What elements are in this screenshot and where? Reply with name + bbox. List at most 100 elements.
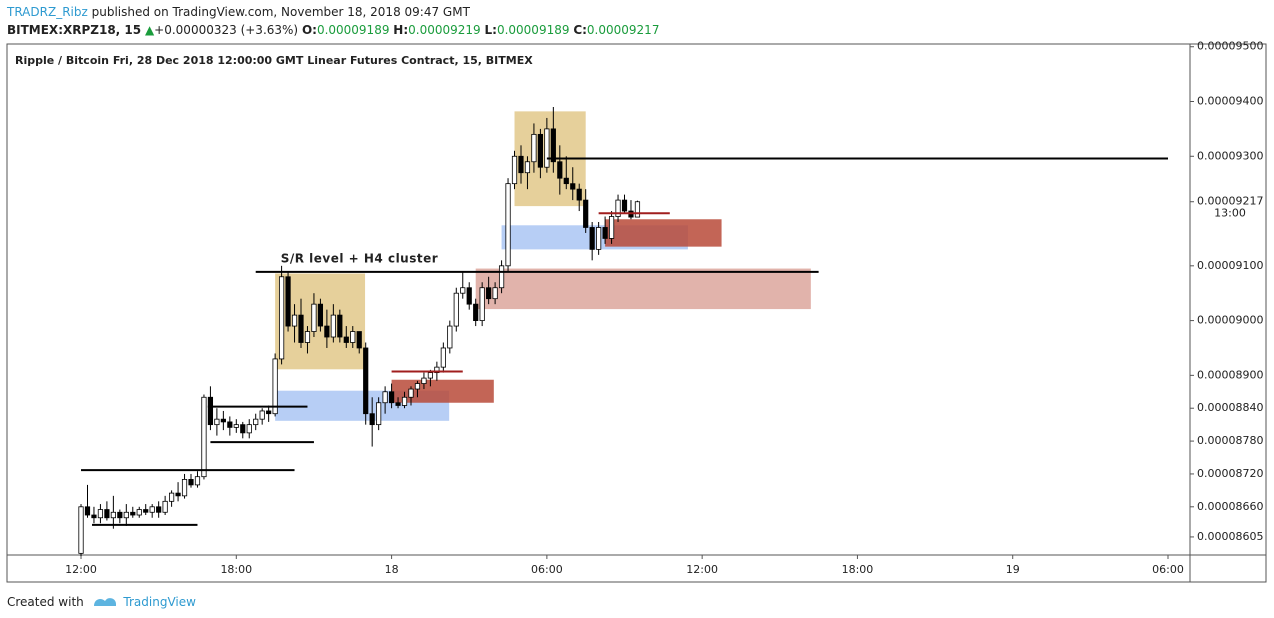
candle-body <box>266 410 272 415</box>
y-tick-label: 0.00009100 <box>1197 259 1263 272</box>
candle-body <box>259 410 265 420</box>
candle-body <box>291 314 298 327</box>
candle-body <box>227 421 233 428</box>
last-price-label: 0.00009217 <box>1197 195 1263 208</box>
candle-body <box>382 391 388 404</box>
candle-body <box>427 372 434 379</box>
candle-body <box>434 366 440 374</box>
candle-body <box>505 183 511 267</box>
candle-body <box>498 265 505 289</box>
candle-body <box>130 511 136 516</box>
candle-body <box>169 492 175 502</box>
change: +0.00000323 (+3.63%) <box>154 23 299 37</box>
candle-body <box>188 479 194 486</box>
candle-body <box>466 287 472 305</box>
x-tick-label: 12:00 <box>65 563 97 576</box>
candle-body <box>91 514 97 519</box>
candle-body <box>253 418 259 426</box>
footer: Created with TradingView <box>7 592 196 609</box>
candle-body <box>337 314 343 338</box>
candle-body <box>201 396 207 478</box>
header: TRADRZ_Ribz published on TradingView.com… <box>7 3 659 39</box>
candle-body <box>408 388 414 398</box>
candle-body <box>311 303 317 332</box>
candle-body <box>596 227 602 250</box>
candle-body <box>486 287 492 300</box>
chart-title: Ripple / Bitcoin Fri, 28 Dec 2018 12:00:… <box>15 54 533 67</box>
candle-body <box>240 424 246 434</box>
o-label: O: <box>301 23 317 37</box>
candle-body <box>181 479 188 497</box>
logo <box>93 598 116 606</box>
candle-body <box>278 276 285 360</box>
candle-body <box>511 155 518 185</box>
y-tick-label: 0.00008720 <box>1197 467 1263 480</box>
candle-body <box>246 424 252 434</box>
c-label: C: <box>573 23 587 37</box>
x-tick-label: 12:00 <box>686 563 718 576</box>
l-label: L: <box>484 23 497 37</box>
candle-body <box>233 424 239 428</box>
candle-body <box>175 492 181 497</box>
countdown: 13:00 <box>1214 207 1246 220</box>
candle-body <box>460 287 466 294</box>
author[interactable]: TRADRZ_Ribz <box>7 5 88 19</box>
published: published on TradingView.com, November 1… <box>91 5 470 19</box>
candle-body <box>615 199 621 217</box>
zone <box>475 268 811 310</box>
h: 0.00009219 <box>408 23 481 37</box>
o: 0.00009189 <box>316 23 390 37</box>
frame <box>6 43 1267 583</box>
candle-body <box>479 287 485 321</box>
candle-body <box>440 347 446 368</box>
brand[interactable]: TradingView <box>123 595 196 609</box>
y-tick-label: 0.00008780 <box>1197 434 1263 447</box>
x-tick-label: 18 <box>385 563 399 576</box>
h-label: H: <box>393 23 409 37</box>
c: 0.00009217 <box>586 23 660 37</box>
candle-body <box>388 391 395 404</box>
logo-cloud <box>93 598 116 606</box>
candle-body <box>492 287 498 300</box>
candle-body <box>583 199 589 228</box>
y-tick-label: 0.00008605 <box>1197 530 1263 543</box>
candle-body <box>104 509 110 519</box>
last-price-box <box>1195 194 1265 219</box>
candle-body <box>97 509 104 519</box>
candle-body <box>576 188 582 201</box>
candle-body <box>369 413 375 426</box>
candle-body <box>531 133 537 163</box>
candle-body <box>123 511 129 519</box>
x-tick-label: 18:00 <box>842 563 874 576</box>
candle-body <box>207 396 214 426</box>
y-tick-label: 0.00009500 <box>1197 40 1263 53</box>
y-tick-label: 0.00008900 <box>1197 368 1263 381</box>
candle-body <box>414 383 421 390</box>
candle-body <box>330 314 336 338</box>
candle-body <box>149 506 155 513</box>
y-tick-label: 0.00009300 <box>1197 149 1263 162</box>
quote-line: BITMEX:XRPZ18, 15 ▲+0.00000323 (+3.63%) … <box>7 21 659 39</box>
y-tick-label: 0.00008840 <box>1197 401 1263 414</box>
x-tick-label: 06:00 <box>1152 563 1184 576</box>
candle-body <box>285 276 291 327</box>
candle-body <box>376 402 382 426</box>
created: Created with <box>7 595 84 609</box>
l: 0.00009189 <box>496 23 570 37</box>
candle-body <box>136 509 142 516</box>
candle-body <box>356 331 362 349</box>
candle-body <box>343 336 349 343</box>
zone <box>605 219 722 247</box>
candle-body <box>117 511 123 519</box>
level-label: S/R level + H4 cluster <box>281 251 438 265</box>
symbol: BITMEX:XRPZ18, 15 <box>7 23 142 37</box>
candle-body <box>156 506 162 513</box>
y-tick-label: 0.00008660 <box>1197 500 1263 513</box>
candle-body <box>220 418 226 423</box>
candle-body <box>524 161 531 174</box>
candle-body <box>473 303 479 321</box>
candle-body <box>110 511 116 519</box>
chart: Ripple / Bitcoin Fri, 28 Dec 2018 12:00:… <box>6 40 1267 583</box>
candle-body <box>518 155 524 174</box>
